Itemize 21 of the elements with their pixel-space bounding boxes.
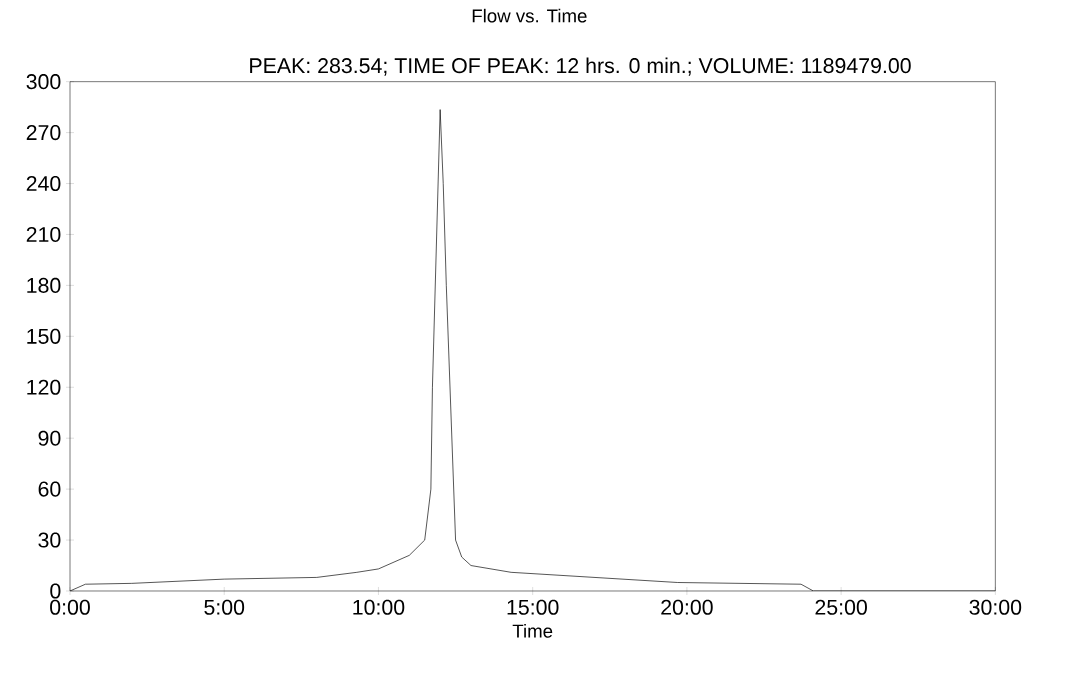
x-tick-label: 25:00 xyxy=(815,599,867,615)
x-tick-label: 0:00 xyxy=(50,599,90,615)
y-tick-label: 120 xyxy=(27,379,61,395)
x-tick-label: 20:00 xyxy=(661,599,713,615)
x-tick-label: 15:00 xyxy=(507,599,559,615)
y-tick-label: 90 xyxy=(38,430,61,446)
x-tick-label: 10:00 xyxy=(353,599,405,615)
x-tick-label: 30:00 xyxy=(969,599,1022,615)
chart-subtitle: PEAK: 283.54; TIME OF PEAK: 12 hrs. 0 min.; VOLUME: 1189479.00 xyxy=(250,57,911,76)
x-tick-label: 5:00 xyxy=(204,599,245,615)
y-tick-label: 60 xyxy=(38,481,61,497)
y-tick-label: 30 xyxy=(38,532,61,548)
x-axis-title: Time xyxy=(512,623,553,638)
y-tick-label: 210 xyxy=(26,226,61,243)
chart-title: Flow vs. Time xyxy=(472,8,587,23)
y-tick-label: 150 xyxy=(27,328,61,344)
y-tick-label: 270 xyxy=(26,125,61,141)
y-tick-label: 180 xyxy=(27,277,61,293)
y-tick-label: 0 xyxy=(50,583,61,599)
y-tick-label: 240 xyxy=(26,175,61,192)
y-tick-label: 300 xyxy=(26,74,61,90)
